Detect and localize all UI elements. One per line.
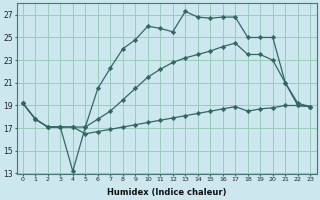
X-axis label: Humidex (Indice chaleur): Humidex (Indice chaleur) bbox=[107, 188, 226, 197]
